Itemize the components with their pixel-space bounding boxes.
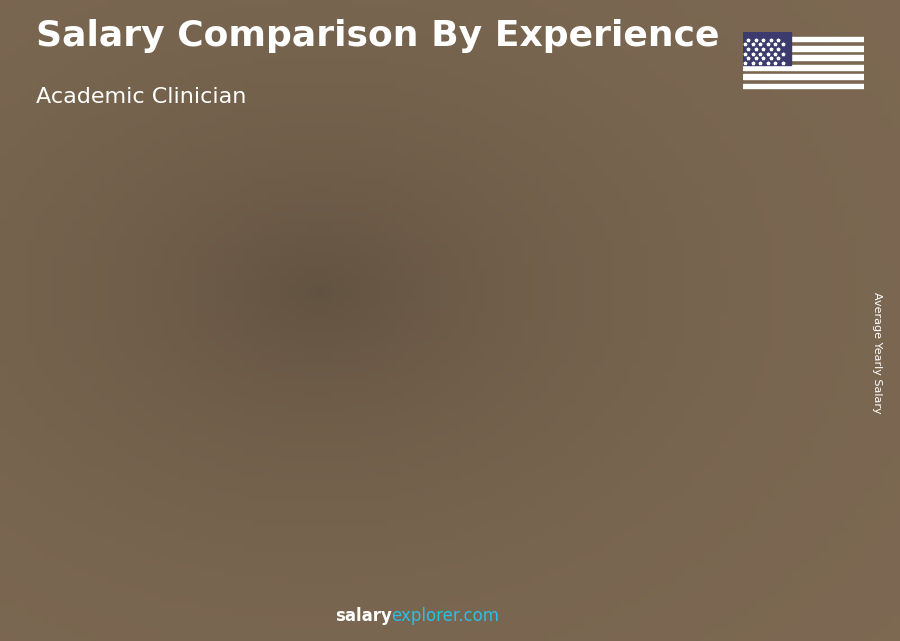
- Bar: [455, 275, 524, 558]
- Text: +29%: +29%: [135, 338, 198, 357]
- Bar: [704, 235, 772, 558]
- Bar: [207, 392, 275, 398]
- Bar: [580, 256, 648, 266]
- Text: +7%: +7%: [639, 180, 688, 199]
- Bar: [580, 256, 648, 558]
- Text: 127,000 USD: 127,000 USD: [189, 372, 281, 386]
- Bar: [704, 235, 772, 246]
- Polygon shape: [400, 330, 413, 558]
- Bar: [742, 32, 791, 65]
- Bar: [331, 330, 400, 338]
- Text: +7%: +7%: [515, 201, 564, 220]
- Text: 217,000 USD: 217,000 USD: [438, 255, 529, 269]
- Polygon shape: [524, 275, 537, 558]
- Bar: [83, 429, 151, 434]
- Bar: [742, 56, 864, 60]
- Bar: [83, 429, 151, 558]
- Polygon shape: [151, 429, 164, 558]
- Text: Salary Comparison By Experience: Salary Comparison By Experience: [36, 19, 719, 53]
- Text: +38%: +38%: [259, 276, 322, 294]
- Text: Academic Clinician: Academic Clinician: [36, 87, 247, 106]
- Polygon shape: [648, 256, 662, 558]
- Polygon shape: [772, 235, 786, 558]
- Bar: [742, 37, 864, 42]
- Text: 248,000 USD: 248,000 USD: [687, 215, 778, 228]
- Bar: [455, 275, 524, 285]
- Text: +24%: +24%: [383, 221, 446, 240]
- Bar: [742, 65, 864, 69]
- Text: Average Yearly Salary: Average Yearly Salary: [872, 292, 883, 413]
- Text: explorer.com: explorer.com: [392, 607, 500, 625]
- Bar: [742, 83, 864, 88]
- Text: 232,000 USD: 232,000 USD: [562, 235, 653, 249]
- Bar: [742, 74, 864, 79]
- Bar: [207, 392, 275, 558]
- Text: salary: salary: [335, 607, 392, 625]
- Polygon shape: [275, 392, 288, 558]
- Bar: [742, 46, 864, 51]
- Text: 175,000 USD: 175,000 USD: [313, 310, 405, 324]
- Text: 98,700 USD: 98,700 USD: [69, 409, 152, 423]
- Bar: [331, 330, 400, 558]
